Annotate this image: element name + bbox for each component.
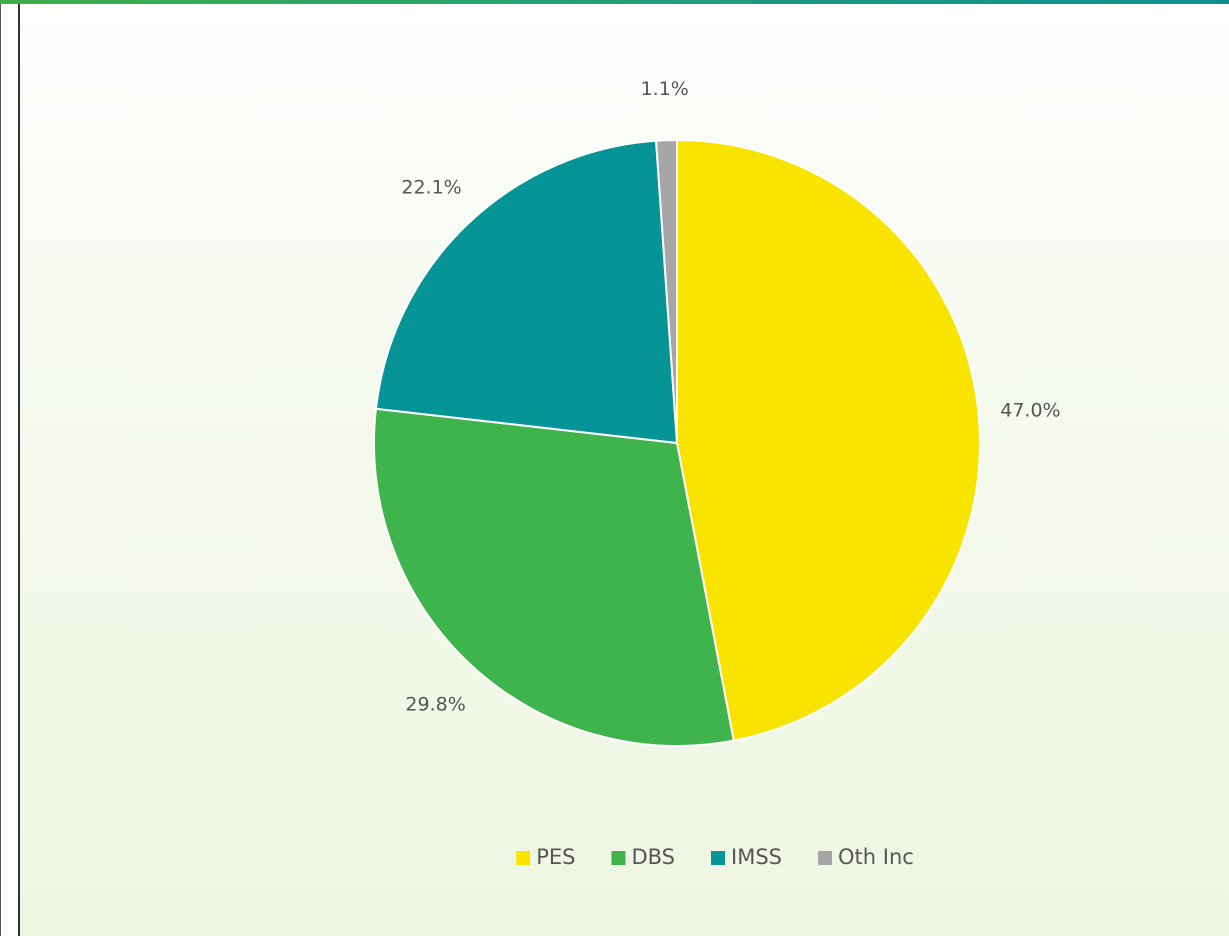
pie-slice-oth-inc	[655, 138, 678, 444]
legend-swatch	[818, 851, 832, 865]
legend-label: DBS	[631, 845, 675, 869]
left-rail	[0, 4, 20, 936]
legend-label: Oth Inc	[838, 845, 914, 869]
legend-item-dbs: DBS	[611, 845, 675, 869]
pie-slice-imss	[374, 139, 679, 445]
legend-item-imss: IMSS	[711, 845, 782, 869]
chart-panel: 47.0% 29.8% 22.1% 1.1% PES DBS IMSS Oth Inc	[18, 4, 1229, 936]
legend-swatch	[611, 851, 626, 865]
pie-data-labels: 47.0% 29.8% 22.1% 1.1%	[401, 78, 1060, 715]
data-label-imss: 22.1%	[401, 177, 461, 199]
pie-chart: 47.0% 29.8% 22.1% 1.1% PES DBS IMSS Oth Inc	[373, 78, 1061, 869]
legend-item-pes: PES	[516, 845, 575, 869]
legend-swatch	[516, 851, 531, 865]
legend-label: IMSS	[731, 845, 782, 869]
legend-item-oth-inc: Oth Inc	[818, 845, 914, 869]
top-accent-strip	[0, 0, 1229, 4]
data-label-oth-inc: 1.1%	[641, 78, 689, 100]
pie-slice-pes	[676, 138, 981, 742]
pie-slices	[373, 138, 981, 747]
legend-label: PES	[536, 845, 575, 869]
pie-slice-dbs	[373, 407, 735, 747]
legend: PES DBS IMSS Oth Inc	[516, 845, 914, 869]
legend-swatch	[711, 851, 726, 865]
data-label-pes: 47.0%	[1000, 400, 1060, 422]
data-label-dbs: 29.8%	[405, 693, 465, 715]
